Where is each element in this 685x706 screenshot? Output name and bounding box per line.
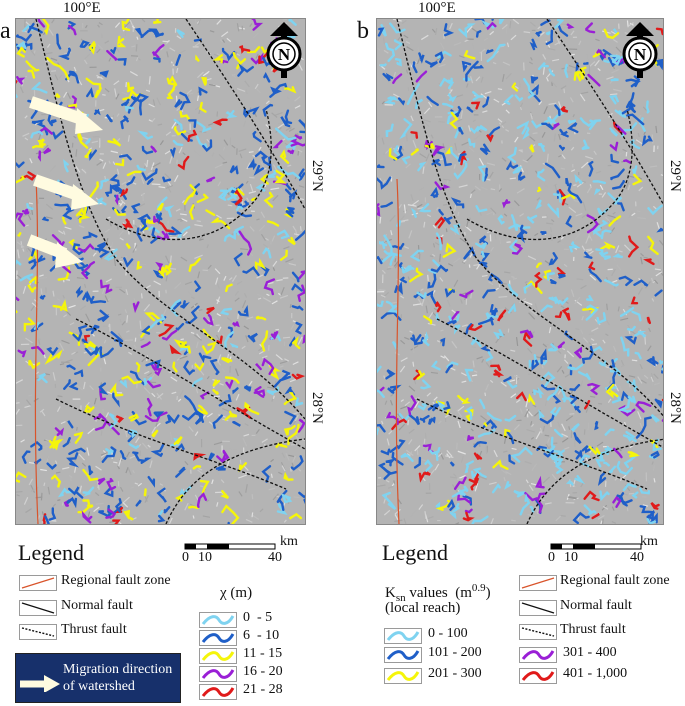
ksn-class-5-swatch-icon [519, 668, 557, 684]
scale-unit: km [640, 534, 658, 549]
panel-a-letter: a [0, 18, 11, 44]
normal-fault-symbol-icon [19, 600, 57, 616]
scale-tick-10: 10 [564, 550, 578, 565]
ksn-class-4-swatch-icon [519, 647, 557, 663]
panel-a-lat-29: 29°N [309, 160, 325, 192]
chi-class-5-swatch-icon [199, 684, 237, 700]
panel-b-streams [377, 19, 663, 524]
chi-class-4-label: 16 - 20 [243, 664, 283, 679]
panel-a-streams [16, 19, 305, 524]
normal-fault-symbol-icon [519, 600, 557, 616]
legend-regional-fault-label-b: Regional fault zone [560, 573, 670, 588]
ksn-class-3-label: 201 - 300 [428, 666, 482, 681]
panel-b-letter: b [357, 18, 369, 44]
chi-class-1-label: 0 - 5 [243, 610, 273, 625]
migration-legend-box: Migration direction of watershed [15, 653, 181, 703]
chi-class-1-swatch-icon [199, 612, 237, 628]
migration-arrow-legend-icon [20, 675, 60, 692]
ksn-class-4-label: 301 - 400 [563, 645, 617, 660]
panel-a-stream-network [16, 19, 305, 524]
panel-b-stream-network [377, 19, 663, 524]
panel-b-longitude-label: 100°E [418, 0, 456, 16]
migration-arrow-1-icon [29, 96, 103, 134]
panel-b-legend-title: Legend [382, 540, 448, 565]
scale-tick-10: 10 [198, 550, 212, 565]
panel-b-lat-28: 28°N [667, 392, 683, 424]
ksn-class-1-swatch-icon [384, 628, 422, 644]
panel-b-north-arrow-icon: N [618, 20, 662, 80]
migration-label-line1: Migration direction [63, 662, 173, 677]
scale-tick-40: 40 [268, 550, 282, 565]
legend-thrust-fault-label: Thrust fault [61, 622, 127, 637]
panel-a-legend-title: Legend [18, 540, 84, 565]
migration-arrow-2-icon [33, 174, 99, 210]
panel-b-faults [395, 19, 663, 524]
regional-fault-symbol-icon [19, 575, 57, 591]
legend-regional-fault-label: Regional fault zone [61, 573, 171, 588]
panel-a-map [15, 18, 306, 525]
ksn-legend-subtitle: (local reach) [385, 600, 461, 616]
ksn-class-2-label: 101 - 200 [428, 645, 482, 660]
panel-a-hillshade [16, 19, 305, 524]
panel-a-faults [34, 19, 305, 524]
thrust-fault-symbol-icon [19, 624, 57, 640]
panel-a-north-arrow-icon: N [262, 20, 306, 80]
ksn-legend-title: Ksn values (m0.9) [385, 582, 491, 604]
panel-a-migration-arrows [26, 96, 103, 268]
migration-label-line2: of watershed [63, 679, 135, 694]
thrust-fault-symbol-icon [519, 624, 557, 640]
panel-a-lat-28: 28°N [309, 392, 325, 424]
chi-legend-title: χ (m) [220, 585, 253, 601]
scale-tick-40: 40 [630, 550, 644, 565]
panel-a-scale-bar: 0 10 40 km [182, 534, 312, 568]
migration-arrow-3-icon [26, 234, 83, 268]
legend-normal-fault-label: Normal fault [61, 598, 133, 613]
scale-tick-0: 0 [182, 550, 189, 565]
ksn-class-2-swatch-icon [384, 647, 422, 663]
chi-class-2-swatch-icon [199, 630, 237, 646]
ksn-class-1-label: 0 - 100 [428, 626, 468, 641]
ksn-class-3-swatch-icon [384, 668, 422, 684]
panel-b-scale-bar: 0 10 40 km [548, 534, 678, 568]
panel-a-north-letter: N [278, 45, 291, 64]
legend-thrust-fault-label-b: Thrust fault [560, 622, 626, 637]
chi-class-3-swatch-icon [199, 648, 237, 664]
chi-class-5-label: 21 - 28 [243, 682, 283, 697]
panel-b-north-letter: N [634, 45, 647, 64]
ksn-class-5-label: 401 - 1,000 [563, 666, 628, 681]
panel-b-hillshade [377, 19, 663, 524]
legend-normal-fault-label-b: Normal fault [560, 598, 632, 613]
panel-b-lat-29: 29°N [667, 160, 683, 192]
panel-b-map [376, 18, 664, 525]
scale-unit: km [280, 534, 298, 549]
chi-class-2-label: 6 - 10 [243, 628, 280, 643]
chi-class-4-swatch-icon [199, 666, 237, 682]
panel-a-longitude-label: 100°E [63, 0, 101, 16]
scale-tick-0: 0 [548, 550, 555, 565]
chi-class-3-label: 11 - 15 [243, 646, 283, 661]
regional-fault-symbol-icon [519, 575, 557, 591]
